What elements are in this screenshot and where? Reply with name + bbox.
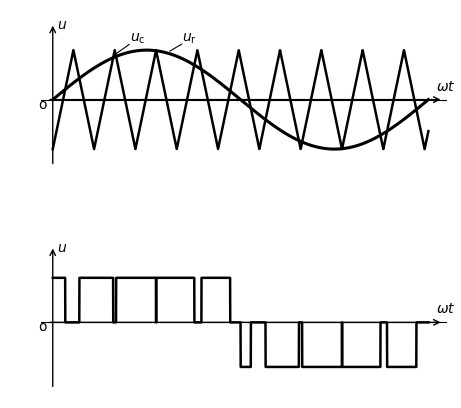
Text: $u_{\mathrm{c}}$: $u_{\mathrm{c}}$ — [130, 31, 145, 46]
Text: $u_{\mathrm{r}}$: $u_{\mathrm{r}}$ — [183, 31, 197, 46]
Text: $\omega t$: $\omega t$ — [436, 302, 455, 317]
Text: $u$: $u$ — [57, 18, 67, 32]
Text: o: o — [38, 98, 47, 111]
Text: o: o — [38, 320, 47, 334]
Text: $\omega t$: $\omega t$ — [436, 80, 455, 94]
Text: $u$: $u$ — [57, 241, 67, 255]
